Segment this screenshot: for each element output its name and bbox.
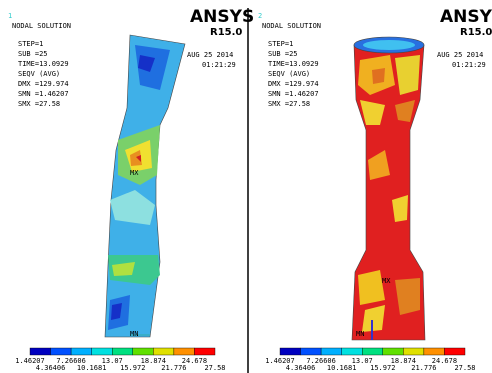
info-line: DMX =129.974 bbox=[18, 80, 69, 88]
legend-swatch bbox=[133, 348, 154, 355]
max-marker: MX bbox=[130, 169, 139, 177]
info-line: TIME=13.0929 bbox=[18, 60, 69, 68]
info-line: DMX =129.974 bbox=[268, 80, 319, 88]
version: R15.0 bbox=[460, 27, 492, 38]
info-line: SUB =25 bbox=[268, 50, 298, 58]
legend-label: 10.1681 bbox=[327, 364, 357, 372]
legend-swatch bbox=[403, 348, 424, 355]
info-line: SMN =1.46207 bbox=[18, 90, 69, 98]
info-line: STEP=1 bbox=[268, 40, 293, 48]
legend-swatch bbox=[174, 348, 195, 355]
ansys-screenshot: 1NODAL SOLUTIONSTEP=1SUB =25TIME=13.0929… bbox=[0, 0, 492, 373]
legend-swatch bbox=[30, 348, 51, 355]
legend-label: 21.776 bbox=[161, 364, 186, 372]
logo: ANSYS bbox=[190, 7, 254, 27]
time: 01:21:29 bbox=[452, 61, 486, 69]
legend-swatch bbox=[342, 348, 363, 355]
logo: ANSYS bbox=[440, 7, 492, 27]
legend-swatch bbox=[71, 348, 92, 355]
legend-swatch bbox=[444, 348, 465, 355]
info-line: SEQV (AVG) bbox=[18, 70, 60, 78]
min-marker: MN bbox=[356, 330, 364, 338]
legend-label: 21.776 bbox=[411, 364, 436, 372]
legend-swatch bbox=[321, 348, 342, 355]
max-marker: MX bbox=[382, 277, 391, 285]
title: NODAL SOLUTION bbox=[12, 22, 71, 30]
legend-swatch bbox=[194, 348, 215, 355]
legend-label: 27.58 bbox=[204, 364, 225, 372]
version: R15.0 bbox=[210, 27, 242, 38]
legend-swatch bbox=[383, 348, 404, 355]
info-line: STEP=1 bbox=[18, 40, 43, 48]
legend-swatch bbox=[424, 348, 445, 355]
legend-swatch bbox=[92, 348, 113, 355]
time: 01:21:29 bbox=[202, 61, 236, 69]
info-line: SUB =25 bbox=[18, 50, 48, 58]
panel-number: 2 bbox=[258, 12, 262, 20]
info-line: SMX =27.58 bbox=[268, 100, 310, 108]
min-marker: MN bbox=[130, 330, 138, 338]
legend-label: 4.36406 bbox=[36, 364, 66, 372]
info-line: SMN =1.46207 bbox=[268, 90, 319, 98]
legend-swatch bbox=[280, 348, 301, 355]
legend-swatch bbox=[301, 348, 322, 355]
legend-swatch bbox=[51, 348, 72, 355]
legend-label: 4.36406 bbox=[286, 364, 316, 372]
title: NODAL SOLUTION bbox=[262, 22, 321, 30]
panel-number: 1 bbox=[8, 12, 12, 20]
info-line: SEQV (AVG) bbox=[268, 70, 310, 78]
date: AUG 25 2014 bbox=[437, 51, 483, 59]
legend-label: 10.1681 bbox=[77, 364, 107, 372]
legend-swatch bbox=[153, 348, 174, 355]
legend-label: 15.972 bbox=[370, 364, 395, 372]
info-line: TIME=13.0929 bbox=[268, 60, 319, 68]
legend-swatch bbox=[362, 348, 383, 355]
legend-label: 27.58 bbox=[454, 364, 475, 372]
legend-swatch bbox=[112, 348, 133, 355]
info-line: SMX =27.58 bbox=[18, 100, 60, 108]
date: AUG 25 2014 bbox=[187, 51, 233, 59]
legend-label: 15.972 bbox=[120, 364, 145, 372]
